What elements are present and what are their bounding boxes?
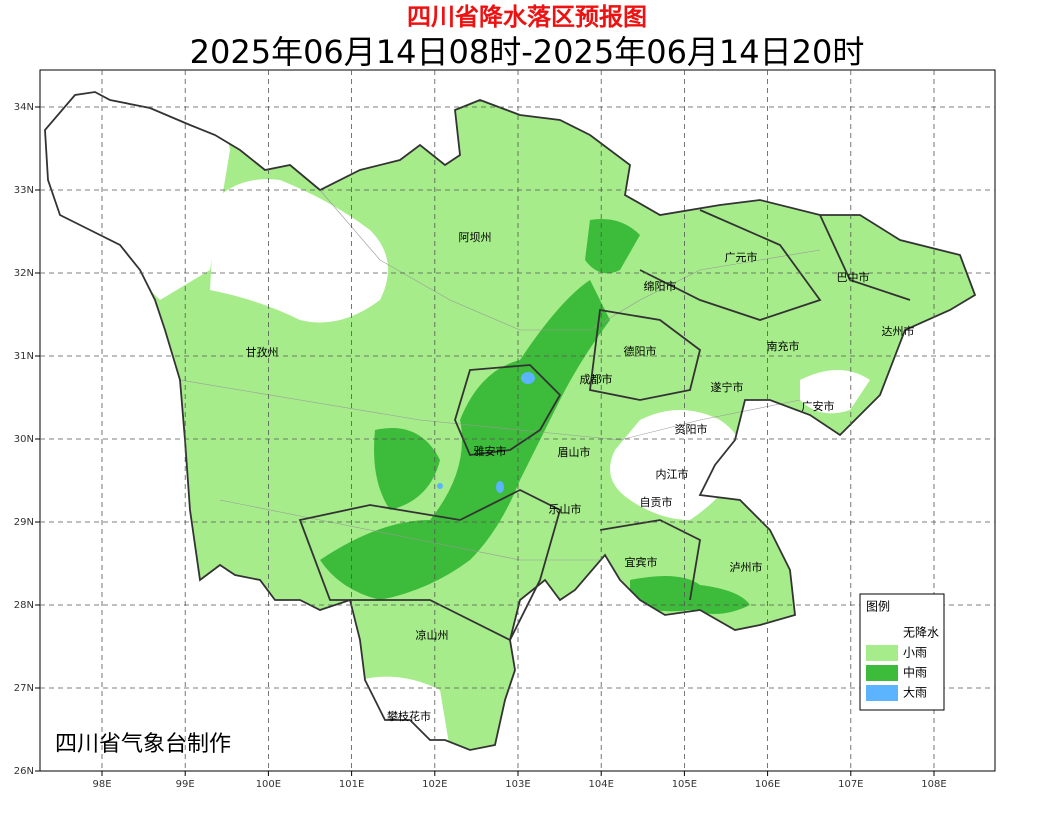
place-label: 遂宁市 — [711, 380, 744, 394]
no-rain-area — [800, 370, 870, 414]
place-label: 阿坝州 — [459, 230, 492, 244]
prefecture-borders — [44, 91, 976, 751]
x-tick-label: 102E — [422, 779, 447, 790]
heavy-rain-area — [437, 483, 443, 489]
legend-swatch — [866, 625, 898, 641]
x-tick-label: 101E — [339, 779, 364, 790]
y-tick-label: 27N — [14, 683, 34, 694]
border — [639, 209, 822, 321]
x-tick-label: 99E — [176, 779, 195, 790]
place-label: 达州市 — [882, 324, 915, 338]
y-tick-label: 29N — [14, 517, 34, 528]
place-label: 攀枝花市 — [387, 709, 431, 723]
place-label: 内江市 — [656, 467, 689, 481]
moderate-rain-area — [585, 219, 640, 274]
border — [219, 499, 600, 561]
place-label: 巴中市 — [837, 270, 870, 284]
border — [179, 379, 801, 441]
heavy-rain-area — [521, 372, 535, 384]
place-label: 成都市 — [580, 372, 613, 386]
legend-swatch — [866, 645, 898, 661]
legend-label: 无降水 — [903, 626, 939, 640]
x-tick-label: 105E — [672, 779, 697, 790]
legend-label: 大雨 — [903, 686, 927, 700]
place-label: 绵阳市 — [644, 279, 677, 293]
y-tick-label: 26N — [14, 766, 34, 777]
x-tick-label: 108E — [921, 779, 946, 790]
title: 四川省降水落区预报图 — [407, 3, 647, 31]
x-tick-label: 103E — [505, 779, 530, 790]
x-tick-label: 106E — [755, 779, 780, 790]
no-rain-area — [210, 179, 388, 323]
place-label: 广元市 — [725, 250, 758, 264]
legend-label: 小雨 — [903, 646, 927, 660]
y-tick-label: 30N — [14, 434, 34, 445]
place-label: 南充市 — [767, 339, 800, 353]
place-label: 广安市 — [802, 399, 835, 413]
place-label: 乐山市 — [549, 502, 582, 516]
place-label: 甘孜州 — [246, 345, 279, 359]
y-tick-label: 31N — [14, 351, 34, 362]
place-label: 凉山州 — [416, 628, 449, 642]
place-label: 雅安市 — [474, 444, 507, 458]
border — [454, 364, 562, 456]
border — [589, 308, 702, 401]
place-label: 自贡市 — [640, 495, 673, 509]
place-label: 泸州市 — [730, 560, 763, 574]
x-tick-label: 98E — [92, 779, 111, 790]
x-tick-label: 107E — [838, 779, 863, 790]
x-tick-label: 104E — [588, 779, 613, 790]
place-label: 宜宾市 — [625, 555, 658, 569]
legend-label: 中雨 — [903, 665, 927, 680]
y-tick-label: 33N — [14, 185, 34, 196]
legend-swatch — [866, 685, 898, 701]
subtitle: 2025年06月14日08时-2025年06月14日20时 — [190, 33, 865, 71]
y-tick-label: 28N — [14, 600, 34, 611]
border — [298, 488, 562, 642]
graticule: 98E 99E 100E 101E 102E 103E 104E 105E 106E 107E 10… — [14, 70, 995, 790]
border — [599, 519, 701, 601]
x-tick-label: 100E — [256, 779, 281, 790]
credit: 四川省气象台制作 — [55, 732, 231, 757]
heavy-rain-area — [496, 481, 504, 493]
y-tick-label: 34N — [14, 102, 34, 113]
place-label: 眉山市 — [558, 445, 591, 459]
y-tick-label: 32N — [14, 268, 34, 279]
legend-swatch — [866, 665, 898, 681]
place-label: 德阳市 — [624, 344, 657, 358]
moderate-rain-area — [320, 280, 610, 600]
place-label: 资阳市 — [675, 422, 708, 436]
legend-title: 图例 — [866, 600, 890, 614]
border — [819, 214, 911, 301]
moderate-rain-area — [374, 428, 440, 510]
